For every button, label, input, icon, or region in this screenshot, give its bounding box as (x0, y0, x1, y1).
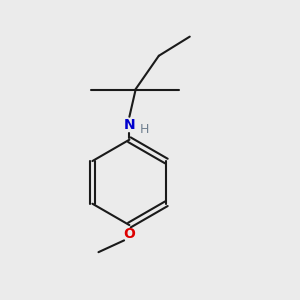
Text: O: O (124, 227, 135, 241)
Text: N: N (124, 118, 135, 132)
Text: H: H (140, 123, 149, 136)
